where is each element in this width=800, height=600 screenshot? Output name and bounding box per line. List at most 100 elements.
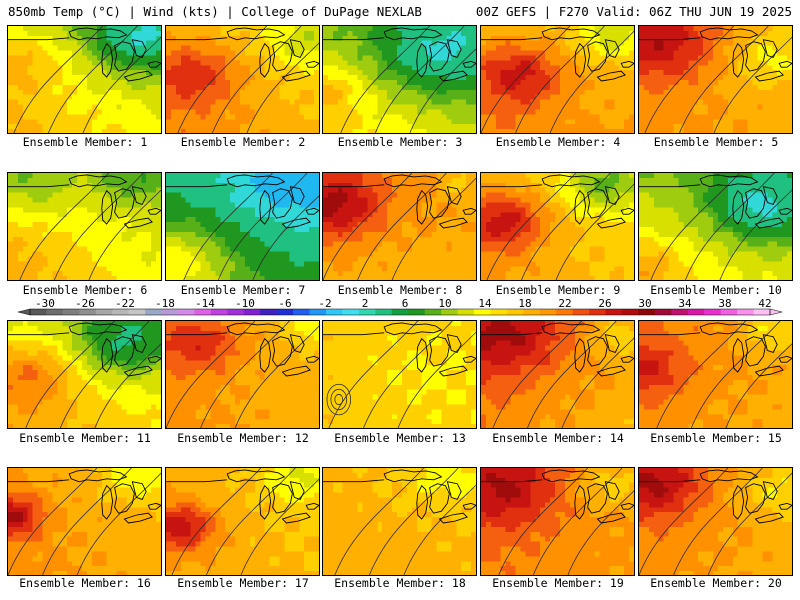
colorbar-swatch	[161, 309, 179, 315]
border-line	[481, 184, 543, 188]
lake-outline	[574, 42, 587, 78]
great-lakes-coastline	[481, 174, 634, 229]
temperature-fill	[481, 173, 634, 280]
ensemble-member-map-2	[165, 25, 320, 134]
contour-line	[206, 468, 296, 575]
border-line	[639, 479, 701, 483]
contour-line	[707, 472, 792, 575]
temperature-field-2	[166, 26, 319, 133]
colorbar-swatch	[654, 309, 672, 315]
temperature-fill	[323, 173, 476, 280]
contour-line	[252, 195, 319, 280]
lake-outline	[272, 336, 293, 367]
colorbar-swatch	[572, 309, 590, 315]
lake-outline	[462, 502, 476, 510]
temperature-field-6	[8, 173, 161, 280]
colorbar-swatch	[589, 309, 606, 315]
lake-outline	[289, 481, 305, 500]
lake-outline	[147, 60, 161, 68]
colorbar-swatch	[737, 309, 754, 315]
colorbar-swatch	[112, 309, 130, 315]
temperature-field-14	[481, 321, 634, 428]
contour-line	[212, 26, 302, 133]
colorbar-tick-label: -2	[318, 297, 331, 310]
lake-outline	[123, 70, 153, 82]
lake-outline	[131, 481, 147, 500]
closed-contour	[330, 388, 348, 411]
lake-outline	[429, 41, 450, 72]
lake-outline	[281, 512, 311, 524]
border-line	[166, 37, 228, 41]
temperature-fill	[166, 321, 319, 428]
colorbar-tick-label: -30	[35, 297, 55, 310]
colorbar-tick-label: 2	[362, 297, 369, 310]
lake-outline	[604, 481, 620, 500]
ensemble-member-label-1: Ensemble Member: 1	[22, 135, 148, 149]
colorbar-swatch	[704, 309, 722, 315]
ensemble-member-label-5: Ensemble Member: 5	[653, 135, 779, 149]
contour-line	[521, 173, 611, 280]
contour-line	[650, 173, 740, 280]
ensemble-member-map-3	[322, 25, 477, 134]
lake-outline	[101, 42, 114, 78]
border-line	[8, 479, 70, 483]
lake-outline	[289, 186, 305, 205]
lake-outline	[114, 41, 135, 72]
ensemble-member-label-13: Ensemble Member: 13	[334, 431, 466, 445]
border-line	[481, 332, 543, 336]
lake-outline	[541, 174, 601, 188]
lake-outline	[416, 42, 429, 78]
lake-outline	[226, 27, 286, 41]
ensemble-member-map-5	[638, 25, 793, 134]
great-lakes-coastline	[8, 469, 161, 524]
colorbar-swatch	[605, 309, 623, 315]
lake-outline	[596, 217, 626, 229]
colorbar-tick-label: 26	[598, 297, 611, 310]
border-line	[323, 332, 385, 336]
ensemble-member-label-15: Ensemble Member: 15	[650, 431, 782, 445]
lake-outline	[383, 27, 443, 41]
temperature-field-9	[481, 173, 634, 280]
colorbar-low-arrow	[17, 308, 31, 316]
great-lakes-coastline	[639, 322, 792, 377]
great-lakes-coastline	[8, 322, 161, 377]
great-lakes-coastline	[166, 322, 319, 377]
temperature-field-19	[481, 468, 634, 575]
temperature-fill	[639, 173, 792, 280]
lake-outline	[68, 322, 128, 336]
lake-outline	[416, 189, 429, 225]
lake-outline	[699, 27, 759, 41]
colorbar-tick-label: -26	[75, 297, 95, 310]
ensemble-member-map-8	[322, 172, 477, 281]
border-line	[323, 37, 385, 41]
lake-outline	[438, 512, 468, 524]
border-line	[166, 184, 228, 188]
model-run-valid-time: 00Z GEFS | F270 Valid: 06Z THU JUN 19 20…	[475, 4, 792, 19]
contour-line	[76, 472, 161, 575]
lake-outline	[446, 39, 462, 58]
ensemble-member-label-3: Ensemble Member: 3	[337, 135, 463, 149]
lake-outline	[604, 186, 620, 205]
lake-outline	[305, 60, 319, 68]
contour-line	[94, 343, 161, 428]
lake-outline	[305, 502, 319, 510]
contour-line	[532, 468, 623, 575]
border-line	[323, 479, 385, 483]
lake-outline	[68, 469, 128, 483]
border-line	[639, 332, 701, 336]
great-lakes-coastline	[323, 174, 476, 229]
closed-contour	[326, 383, 352, 416]
border-line	[481, 37, 543, 41]
contour-line	[549, 30, 634, 133]
lake-outline	[620, 502, 634, 510]
lake-outline	[754, 365, 784, 377]
lake-outline	[745, 188, 766, 219]
lake-outline	[272, 41, 293, 72]
temperature-fill	[639, 26, 792, 133]
colorbar-swatch	[441, 309, 458, 315]
temperature-colorbar: -30 -26 -22 -18 -14 -10 -6 -2 2 6 10 14 18 22 26 30 34 38…	[15, 297, 785, 321]
colorbar-tick-label: 22	[558, 297, 571, 310]
lake-outline	[541, 27, 601, 41]
lake-outline	[131, 39, 147, 58]
lake-outline	[123, 512, 153, 524]
